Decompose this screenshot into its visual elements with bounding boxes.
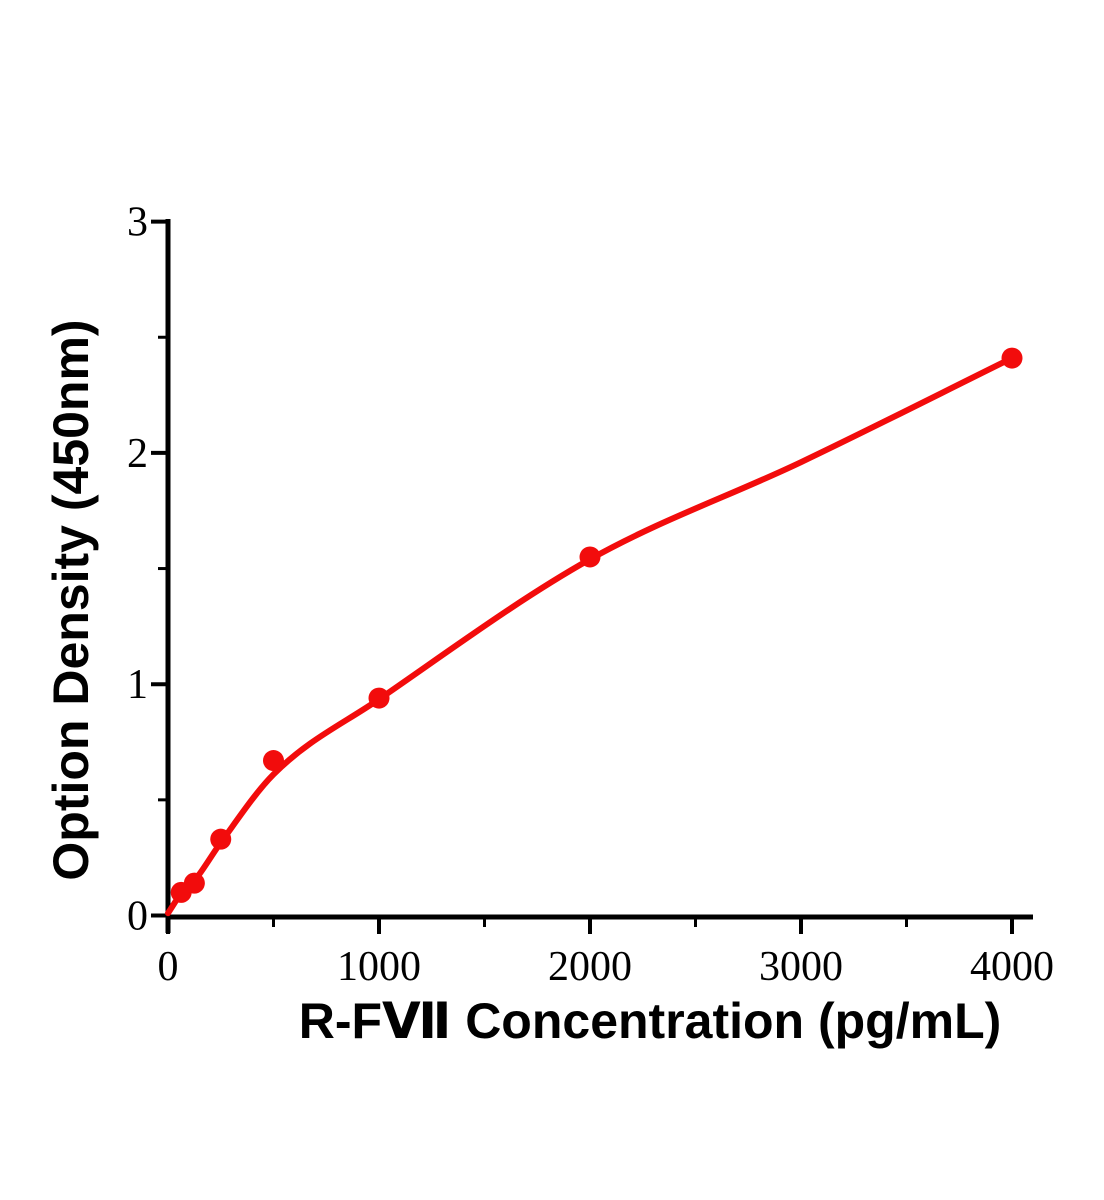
y-tick-label: 3	[127, 200, 148, 246]
axis-ticks	[151, 219, 1014, 934]
data-point	[210, 828, 232, 850]
y-tick-label: 2	[127, 431, 148, 477]
data-point	[183, 872, 205, 894]
x-tick-label: 1000	[337, 944, 421, 990]
x-tick-label: 0	[158, 944, 179, 990]
series-standard-curve	[165, 347, 1023, 917]
x-axis-title: R-FⅦ Concentration (pg/mL)	[299, 993, 1002, 1049]
axes	[165, 219, 1033, 933]
x-tick-label: 2000	[548, 944, 632, 990]
data-point	[1001, 347, 1023, 369]
x-tick-label: 4000	[970, 944, 1054, 990]
data-point	[368, 687, 390, 709]
data-point	[263, 750, 284, 772]
y-tick-label: 0	[127, 894, 148, 940]
x-tick-label: 3000	[759, 944, 843, 990]
data-point	[579, 546, 601, 568]
axis-tick-labels: 0 1000 2000 3000 4000 0 1 2 3	[127, 200, 1054, 990]
y-axis-title: Option Density (450nm)	[43, 319, 99, 880]
y-tick-label: 1	[127, 662, 148, 708]
curve-line	[165, 355, 1015, 917]
